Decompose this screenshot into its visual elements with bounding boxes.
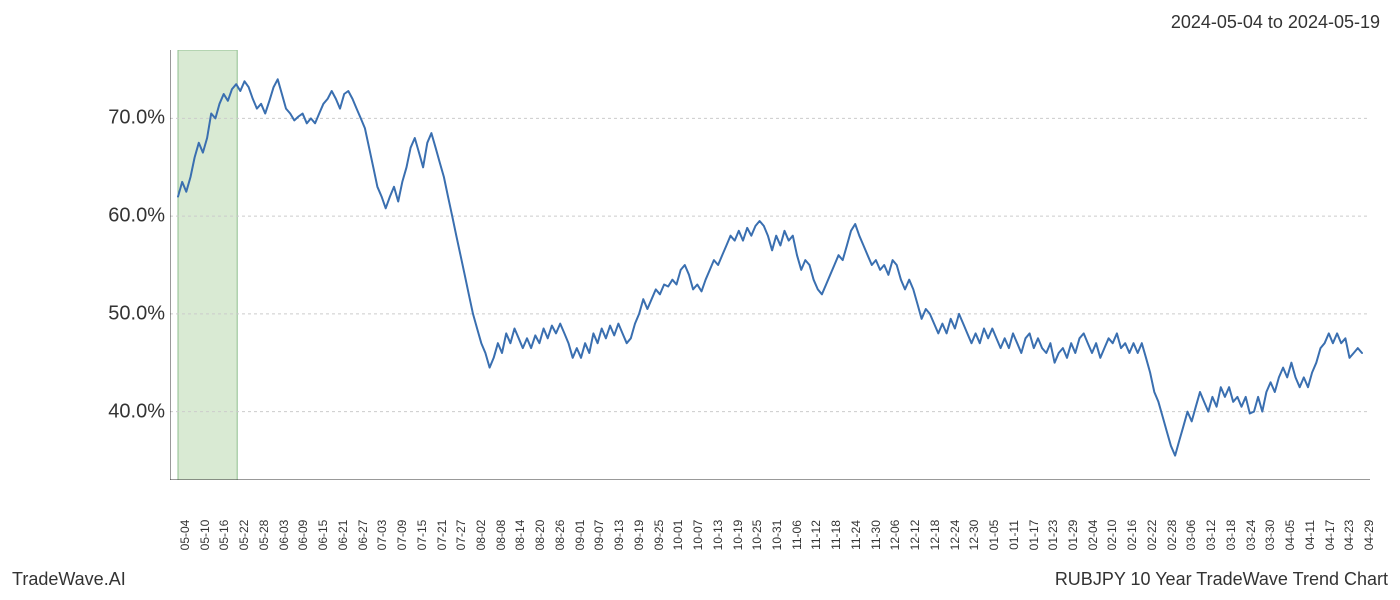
y-tick-label: 40.0%	[108, 400, 165, 423]
x-tick-label: 04-29	[1362, 520, 1376, 551]
y-tick-label: 50.0%	[108, 302, 165, 325]
x-tick-label: 01-05	[987, 520, 1001, 551]
x-tick-label: 12-06	[888, 520, 902, 551]
x-tick-label: 04-11	[1303, 520, 1317, 550]
plot-area	[170, 50, 1370, 480]
x-tick-label: 10-07	[691, 520, 705, 551]
x-tick-label: 11-30	[869, 520, 883, 550]
x-tick-label: 10-25	[750, 520, 764, 551]
x-tick-label: 11-24	[849, 520, 863, 550]
x-tick-label: 06-27	[356, 520, 370, 551]
x-tick-label: 08-14	[513, 520, 527, 551]
x-tick-label: 01-23	[1046, 520, 1060, 551]
x-tick-label: 12-30	[967, 520, 981, 551]
x-tick-label: 11-12	[809, 520, 823, 550]
x-tick-label: 08-08	[494, 520, 508, 551]
x-tick-label: 07-03	[375, 520, 389, 551]
x-tick-label: 09-19	[632, 520, 646, 551]
x-tick-label: 02-22	[1145, 520, 1159, 551]
x-tick-label: 03-06	[1184, 520, 1198, 551]
line-chart-svg	[170, 50, 1370, 480]
x-tick-label: 04-05	[1283, 520, 1297, 551]
x-tick-label: 03-12	[1204, 520, 1218, 551]
x-tick-label: 05-04	[178, 520, 192, 551]
chart-title: RUBJPY 10 Year TradeWave Trend Chart	[1055, 569, 1388, 590]
x-tick-label: 03-30	[1263, 520, 1277, 551]
x-tick-label: 08-26	[553, 520, 567, 551]
x-tick-label: 05-22	[237, 520, 251, 551]
x-tick-label: 07-27	[454, 520, 468, 551]
x-tick-label: 03-24	[1244, 520, 1258, 551]
series-line	[178, 79, 1362, 455]
x-tick-label: 04-17	[1323, 520, 1337, 551]
date-range-label: 2024-05-04 to 2024-05-19	[1171, 12, 1380, 33]
x-tick-label: 06-03	[277, 520, 291, 551]
x-tick-label: 12-18	[928, 520, 942, 551]
x-tick-label: 10-01	[671, 520, 685, 551]
x-tick-label: 11-18	[829, 520, 843, 550]
x-tick-label: 01-17	[1027, 520, 1041, 551]
highlight-band	[178, 50, 237, 480]
x-tick-label: 06-09	[296, 520, 310, 551]
x-tick-label: 12-24	[948, 520, 962, 551]
x-tick-label: 10-13	[711, 520, 725, 551]
x-tick-label: 08-20	[533, 520, 547, 551]
brand-label: TradeWave.AI	[12, 569, 126, 590]
x-tick-label: 08-02	[474, 520, 488, 551]
x-tick-label: 02-16	[1125, 520, 1139, 551]
x-tick-label: 05-28	[257, 520, 271, 551]
x-tick-label: 09-25	[652, 520, 666, 551]
x-tick-label: 07-21	[435, 520, 449, 551]
x-tick-label: 07-15	[415, 520, 429, 551]
x-tick-label: 09-01	[573, 520, 587, 551]
x-tick-label: 11-06	[790, 520, 804, 550]
x-tick-label: 07-09	[395, 520, 409, 551]
x-tick-label: 04-23	[1342, 520, 1356, 551]
x-tick-label: 05-16	[217, 520, 231, 551]
y-tick-label: 70.0%	[108, 107, 165, 130]
y-tick-label: 60.0%	[108, 205, 165, 228]
x-tick-label: 01-11	[1007, 520, 1021, 550]
x-tick-label: 09-07	[592, 520, 606, 551]
x-tick-label: 02-10	[1105, 520, 1119, 551]
x-tick-label: 02-04	[1086, 520, 1100, 551]
x-axis-labels: 05-0405-1005-1605-2205-2806-0306-0906-15…	[170, 485, 1370, 545]
x-tick-label: 05-10	[198, 520, 212, 551]
chart-container: 40.0%50.0%60.0%70.0% 05-0405-1005-1605-2…	[60, 50, 1380, 520]
x-tick-label: 10-19	[731, 520, 745, 551]
x-tick-label: 03-18	[1224, 520, 1238, 551]
x-tick-label: 01-29	[1066, 520, 1080, 551]
x-tick-label: 06-15	[316, 520, 330, 551]
x-tick-label: 02-28	[1165, 520, 1179, 551]
x-tick-label: 09-13	[612, 520, 626, 551]
x-tick-label: 12-12	[908, 520, 922, 551]
x-tick-label: 10-31	[770, 520, 784, 551]
x-tick-label: 06-21	[336, 520, 350, 551]
